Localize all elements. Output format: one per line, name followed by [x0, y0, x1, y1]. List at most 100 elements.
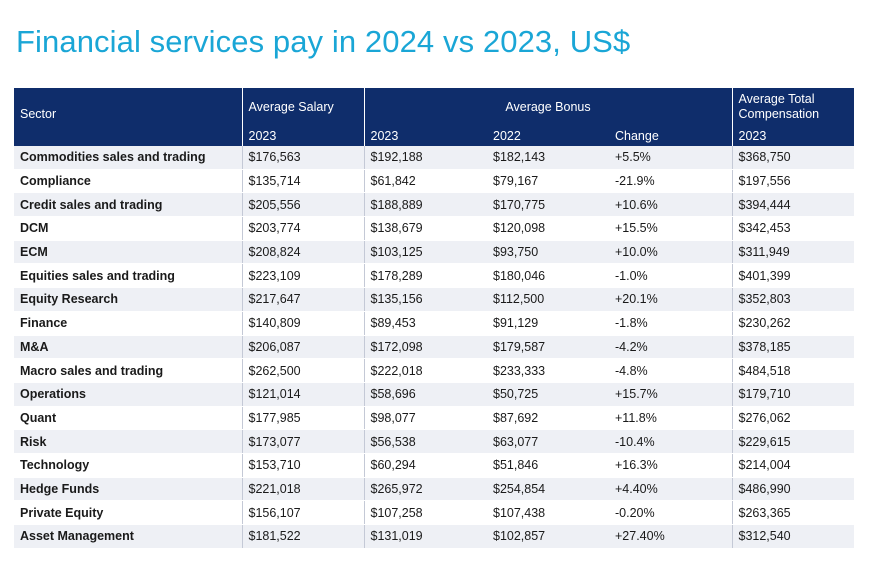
cell-change: +11.8%	[609, 406, 732, 431]
table-row: M&A $206,087 $172,098 $179,587 -4.2% $378,185	[14, 335, 854, 360]
cell-salary: $205,556	[241, 192, 364, 218]
cell-salary: $135,714	[241, 169, 364, 194]
cell-salary: $223,109	[241, 263, 364, 289]
cell-bonus-2023: $56,538	[363, 429, 487, 454]
cell-bonus-2023: $178,289	[363, 263, 487, 289]
header-sector: Sector	[14, 88, 242, 146]
cell-bonus-2023: $60,294	[363, 453, 487, 478]
header-total-year: 2023	[731, 126, 854, 146]
cell-total-compensation: $179,710	[731, 382, 854, 407]
cell-total-compensation: $263,365	[731, 500, 854, 525]
cell-total-compensation: $342,453	[731, 216, 854, 241]
cell-salary: $176,563	[241, 146, 364, 170]
cell-bonus-2022: $51,846	[487, 453, 609, 478]
cell-bonus-2022: $112,500	[487, 287, 609, 312]
cell-bonus-2022: $170,775	[487, 192, 609, 218]
table-row: Finance $140,809 $89,453 $91,129 -1.8% $230,2…	[14, 311, 854, 336]
header-bonus-2023: 2023	[363, 126, 487, 146]
cell-bonus-2023: $138,679	[363, 216, 487, 241]
cell-bonus-2022: $182,143	[487, 146, 609, 170]
cell-total-compensation: $352,803	[731, 287, 854, 312]
cell-bonus-2023: $61,842	[363, 169, 487, 194]
cell-sector: ECM	[14, 240, 242, 265]
cell-sector: Equities sales and trading	[14, 263, 242, 289]
cell-change: +5.5%	[609, 146, 732, 170]
cell-salary: $121,014	[241, 382, 364, 407]
cell-total-compensation: $311,949	[731, 240, 854, 265]
cell-bonus-2023: $107,258	[363, 500, 487, 525]
cell-change: +27.40%	[609, 524, 732, 549]
cell-bonus-2022: $179,587	[487, 335, 609, 360]
cell-total-compensation: $394,444	[731, 192, 854, 218]
table-row: ECM $208,824 $103,125 $93,750 +10.0% $311,949	[14, 240, 854, 265]
cell-change: -4.2%	[609, 335, 732, 360]
cell-bonus-2023: $58,696	[363, 382, 487, 407]
cell-change: -10.4%	[609, 429, 732, 454]
cell-salary: $140,809	[241, 311, 364, 336]
cell-change: -4.8%	[609, 358, 732, 383]
cell-sector: Credit sales and trading	[14, 192, 242, 218]
cell-total-compensation: $276,062	[731, 406, 854, 431]
table-row: Technology $153,710 $60,294 $51,846 +16.3% $2…	[14, 453, 854, 478]
cell-change: +16.3%	[609, 453, 732, 478]
cell-bonus-2022: $63,077	[487, 429, 609, 454]
cell-bonus-2023: $98,077	[363, 406, 487, 431]
cell-bonus-2022: $93,750	[487, 240, 609, 265]
cell-sector: Macro sales and trading	[14, 358, 242, 383]
table-row: Commodities sales and trading $176,563 $19…	[14, 146, 854, 170]
table-row: Equity Research $217,647 $135,156 $112,500 +…	[14, 287, 854, 312]
cell-salary: $156,107	[241, 500, 364, 525]
cell-change: -21.9%	[609, 169, 732, 194]
table-row: Hedge Funds $221,018 $265,972 $254,854 +4.40…	[14, 477, 854, 502]
table-row: Quant $177,985 $98,077 $87,692 +11.8% $276,06…	[14, 406, 854, 431]
cell-change: +4.40%	[609, 477, 732, 502]
cell-sector: Compliance	[14, 169, 242, 194]
cell-sector: Hedge Funds	[14, 477, 242, 502]
cell-sector: M&A	[14, 335, 242, 360]
header-change: Change	[609, 126, 732, 146]
pay-table: Sector Average Salary Average Bonus Aver…	[14, 88, 854, 549]
cell-total-compensation: $229,615	[731, 429, 854, 454]
cell-change: +10.0%	[609, 240, 732, 265]
cell-bonus-2022: $120,098	[487, 216, 609, 241]
cell-salary: $262,500	[241, 358, 364, 383]
cell-bonus-2022: $180,046	[487, 263, 609, 289]
cell-total-compensation: $378,185	[731, 335, 854, 360]
table-row: Compliance $135,714 $61,842 $79,167 -21.9% $1…	[14, 169, 854, 194]
cell-bonus-2022: $50,725	[487, 382, 609, 407]
table-row: Asset Management $181,522 $131,019 $102,857…	[14, 524, 854, 549]
cell-bonus-2022: $107,438	[487, 500, 609, 525]
cell-sector: Finance	[14, 311, 242, 336]
cell-total-compensation: $401,399	[731, 263, 854, 289]
cell-sector: DCM	[14, 216, 242, 241]
cell-total-compensation: $484,518	[731, 358, 854, 383]
table-body: Commodities sales and trading $176,563 $19…	[14, 146, 854, 549]
cell-salary: $208,824	[241, 240, 364, 265]
cell-bonus-2023: $222,018	[363, 358, 487, 383]
cell-change: +15.5%	[609, 216, 732, 241]
cell-sector: Private Equity	[14, 500, 242, 525]
cell-bonus-2023: $192,188	[363, 146, 487, 170]
cell-salary: $206,087	[241, 335, 364, 360]
cell-change: -1.8%	[609, 311, 732, 336]
cell-change: -1.0%	[609, 263, 732, 289]
page-title: Financial services pay in 2024 vs 2023, …	[16, 24, 631, 59]
cell-bonus-2022: $91,129	[487, 311, 609, 336]
cell-salary: $181,522	[241, 524, 364, 549]
cell-bonus-2022: $79,167	[487, 169, 609, 194]
cell-salary: $217,647	[241, 287, 364, 312]
header-bonus-2022: 2022	[487, 126, 609, 146]
cell-salary: $177,985	[241, 406, 364, 431]
cell-bonus-2022: $102,857	[487, 524, 609, 549]
cell-sector: Risk	[14, 429, 242, 454]
table-row: Private Equity $156,107 $107,258 $107,438 -0…	[14, 500, 854, 525]
cell-bonus-2023: $135,156	[363, 287, 487, 312]
cell-bonus-2023: $265,972	[363, 477, 487, 502]
cell-bonus-2023: $103,125	[363, 240, 487, 265]
cell-change: +10.6%	[609, 192, 732, 218]
cell-total-compensation: $368,750	[731, 146, 854, 170]
cell-bonus-2023: $89,453	[363, 311, 487, 336]
cell-sector: Operations	[14, 382, 242, 407]
cell-total-compensation: $214,004	[731, 453, 854, 478]
header-salary-year: 2023	[241, 126, 364, 146]
